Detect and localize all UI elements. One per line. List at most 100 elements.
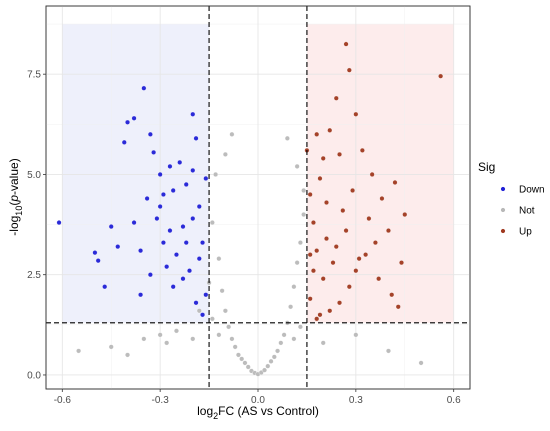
point-not: [297, 240, 303, 246]
point-down: [144, 196, 150, 201]
point-up: [320, 276, 326, 282]
point-not: [209, 220, 215, 226]
point-down: [160, 192, 166, 197]
point-not: [297, 324, 303, 330]
point-up: [402, 212, 408, 218]
point-down: [170, 188, 176, 193]
point-up: [346, 284, 352, 290]
point-up: [366, 216, 372, 222]
point-not: [262, 367, 267, 373]
point-not: [229, 336, 235, 342]
point-down: [203, 292, 209, 298]
point-not: [108, 344, 114, 350]
point-not: [213, 171, 219, 177]
point-not: [239, 356, 245, 362]
point-up: [438, 73, 444, 79]
point-down: [177, 159, 183, 165]
legend-key-up: [500, 228, 506, 234]
point-not: [141, 336, 147, 342]
point-down: [167, 228, 173, 234]
point-down: [183, 240, 189, 246]
point-down: [170, 284, 176, 290]
y-axis-title-part-3: p: [7, 195, 21, 203]
point-up: [340, 208, 346, 214]
point-down: [102, 284, 108, 290]
point-up: [307, 296, 313, 302]
point-down: [196, 256, 202, 262]
point-up: [356, 256, 362, 262]
point-not: [301, 212, 307, 218]
point-not: [245, 364, 251, 370]
y-tick-label: 5.0: [27, 170, 41, 181]
point-not: [226, 324, 232, 330]
point-up: [353, 111, 359, 117]
point-up: [350, 188, 356, 193]
x-axis-title-part-2: FC (AS vs Control): [218, 404, 319, 418]
point-up: [363, 252, 369, 258]
point-not: [235, 352, 241, 358]
point-not: [268, 358, 274, 364]
y-tick-label: 7.5: [27, 70, 41, 81]
point-down: [193, 135, 199, 141]
x-tick-label: 0.3: [349, 395, 363, 406]
point-up: [369, 171, 375, 177]
point-down: [180, 276, 186, 282]
point-up: [399, 260, 404, 266]
point-not: [222, 151, 228, 157]
point-down: [180, 224, 186, 230]
point-not: [216, 256, 222, 262]
point-not: [265, 363, 271, 369]
point-down: [157, 204, 163, 209]
point-not: [291, 336, 297, 342]
point-up: [307, 252, 313, 258]
point-up: [343, 41, 349, 47]
x-tick-label: -0.6: [54, 395, 72, 406]
point-up: [376, 276, 382, 282]
point-not: [125, 352, 131, 358]
point-not: [190, 336, 196, 342]
point-down: [92, 250, 98, 256]
point-up: [337, 151, 343, 157]
legend-key-not: [500, 207, 506, 213]
point-down: [173, 252, 179, 258]
x-axis-title-part-1: log: [197, 404, 213, 418]
point-not: [281, 332, 287, 338]
point-up: [385, 228, 391, 234]
point-up: [343, 228, 349, 234]
point-not: [301, 188, 307, 193]
point-down: [164, 264, 170, 270]
point-down: [138, 248, 144, 254]
point-up: [395, 304, 401, 310]
point-up: [324, 200, 329, 205]
point-down: [125, 119, 131, 125]
point-down: [193, 300, 199, 306]
point-not: [219, 288, 225, 294]
y-axis-title: -log10(p-value): [7, 158, 24, 235]
x-axis-title-subscript: 2: [213, 411, 218, 421]
point-down: [154, 216, 160, 222]
point-down: [131, 115, 137, 121]
point-down: [167, 163, 173, 169]
point-down: [121, 139, 127, 145]
point-not: [418, 360, 424, 366]
point-up: [310, 268, 316, 274]
point-down: [147, 131, 153, 137]
legend-title: Sig: [478, 160, 495, 174]
threshold-lines: [46, 6, 470, 389]
point-up: [314, 248, 320, 254]
point-up: [379, 196, 385, 201]
point-not: [275, 348, 281, 354]
point-not: [222, 308, 228, 314]
point-up: [320, 155, 326, 161]
point-down: [160, 240, 166, 246]
point-not: [229, 131, 235, 137]
grid-layer: [46, 6, 470, 389]
point-up: [372, 240, 378, 246]
shade-region-down: [62, 24, 210, 323]
point-down: [131, 220, 137, 226]
point-up: [392, 179, 398, 185]
point-up: [353, 268, 359, 274]
point-up: [314, 131, 320, 137]
point-down: [56, 220, 62, 226]
